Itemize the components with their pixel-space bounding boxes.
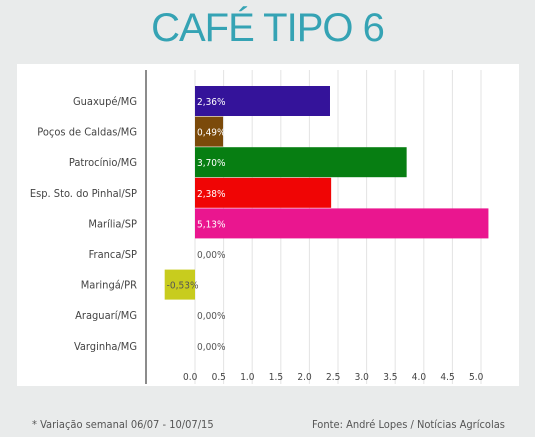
bar — [195, 177, 332, 208]
data-label: -0,53% — [167, 281, 199, 292]
data-label: 3,70% — [197, 158, 226, 169]
x-tick-label: 3.5 — [383, 372, 397, 383]
category-label: Poços de Caldas/MG — [37, 126, 137, 139]
chart-title: CAFÉ TIPO 6 — [151, 6, 385, 50]
x-tick-label: 5.0 — [469, 372, 484, 383]
bar — [195, 116, 224, 147]
category-label: Franca/SP — [89, 248, 137, 261]
data-label: 5,13% — [197, 219, 226, 230]
x-tick-label: 3.0 — [355, 372, 370, 383]
category-label: Patrocínio/MG — [69, 156, 137, 169]
x-tick-label: 0.5 — [212, 372, 226, 383]
bar — [164, 269, 195, 300]
bar — [195, 86, 330, 116]
category-label: Esp. Sto. do Pinhal/SP — [30, 187, 137, 200]
x-tick-label: 2.0 — [297, 372, 312, 383]
footer-note: * Variação semanal 06/07 - 10/07/15 — [32, 418, 214, 431]
bar — [195, 208, 489, 239]
category-label: Guaxupé/MG — [73, 95, 137, 108]
x-tick-label: 4.0 — [412, 372, 427, 383]
x-tick-label: 0.0 — [183, 372, 198, 383]
data-label: 0,49% — [197, 128, 226, 139]
x-tick-label: 1.5 — [269, 372, 283, 383]
footer-source: Fonte: André Lopes / Notícias Agrícolas — [312, 418, 505, 431]
x-tick-label: 4.5 — [440, 372, 454, 383]
x-tick-label: 1.0 — [240, 372, 255, 383]
data-label: 2,38% — [197, 189, 226, 200]
data-label: 0,00% — [197, 311, 226, 322]
data-label: 2,36% — [197, 97, 226, 108]
category-label: Marília/SP — [88, 217, 137, 230]
data-label: 0,00% — [197, 250, 226, 261]
category-label: Maringá/PR — [81, 279, 137, 292]
bar — [195, 147, 407, 178]
category-label: Varginha/MG — [74, 340, 137, 353]
data-label: 0,00% — [197, 342, 226, 353]
category-label: Araguarí/MG — [75, 309, 137, 322]
x-tick-label: 2.5 — [326, 372, 340, 383]
